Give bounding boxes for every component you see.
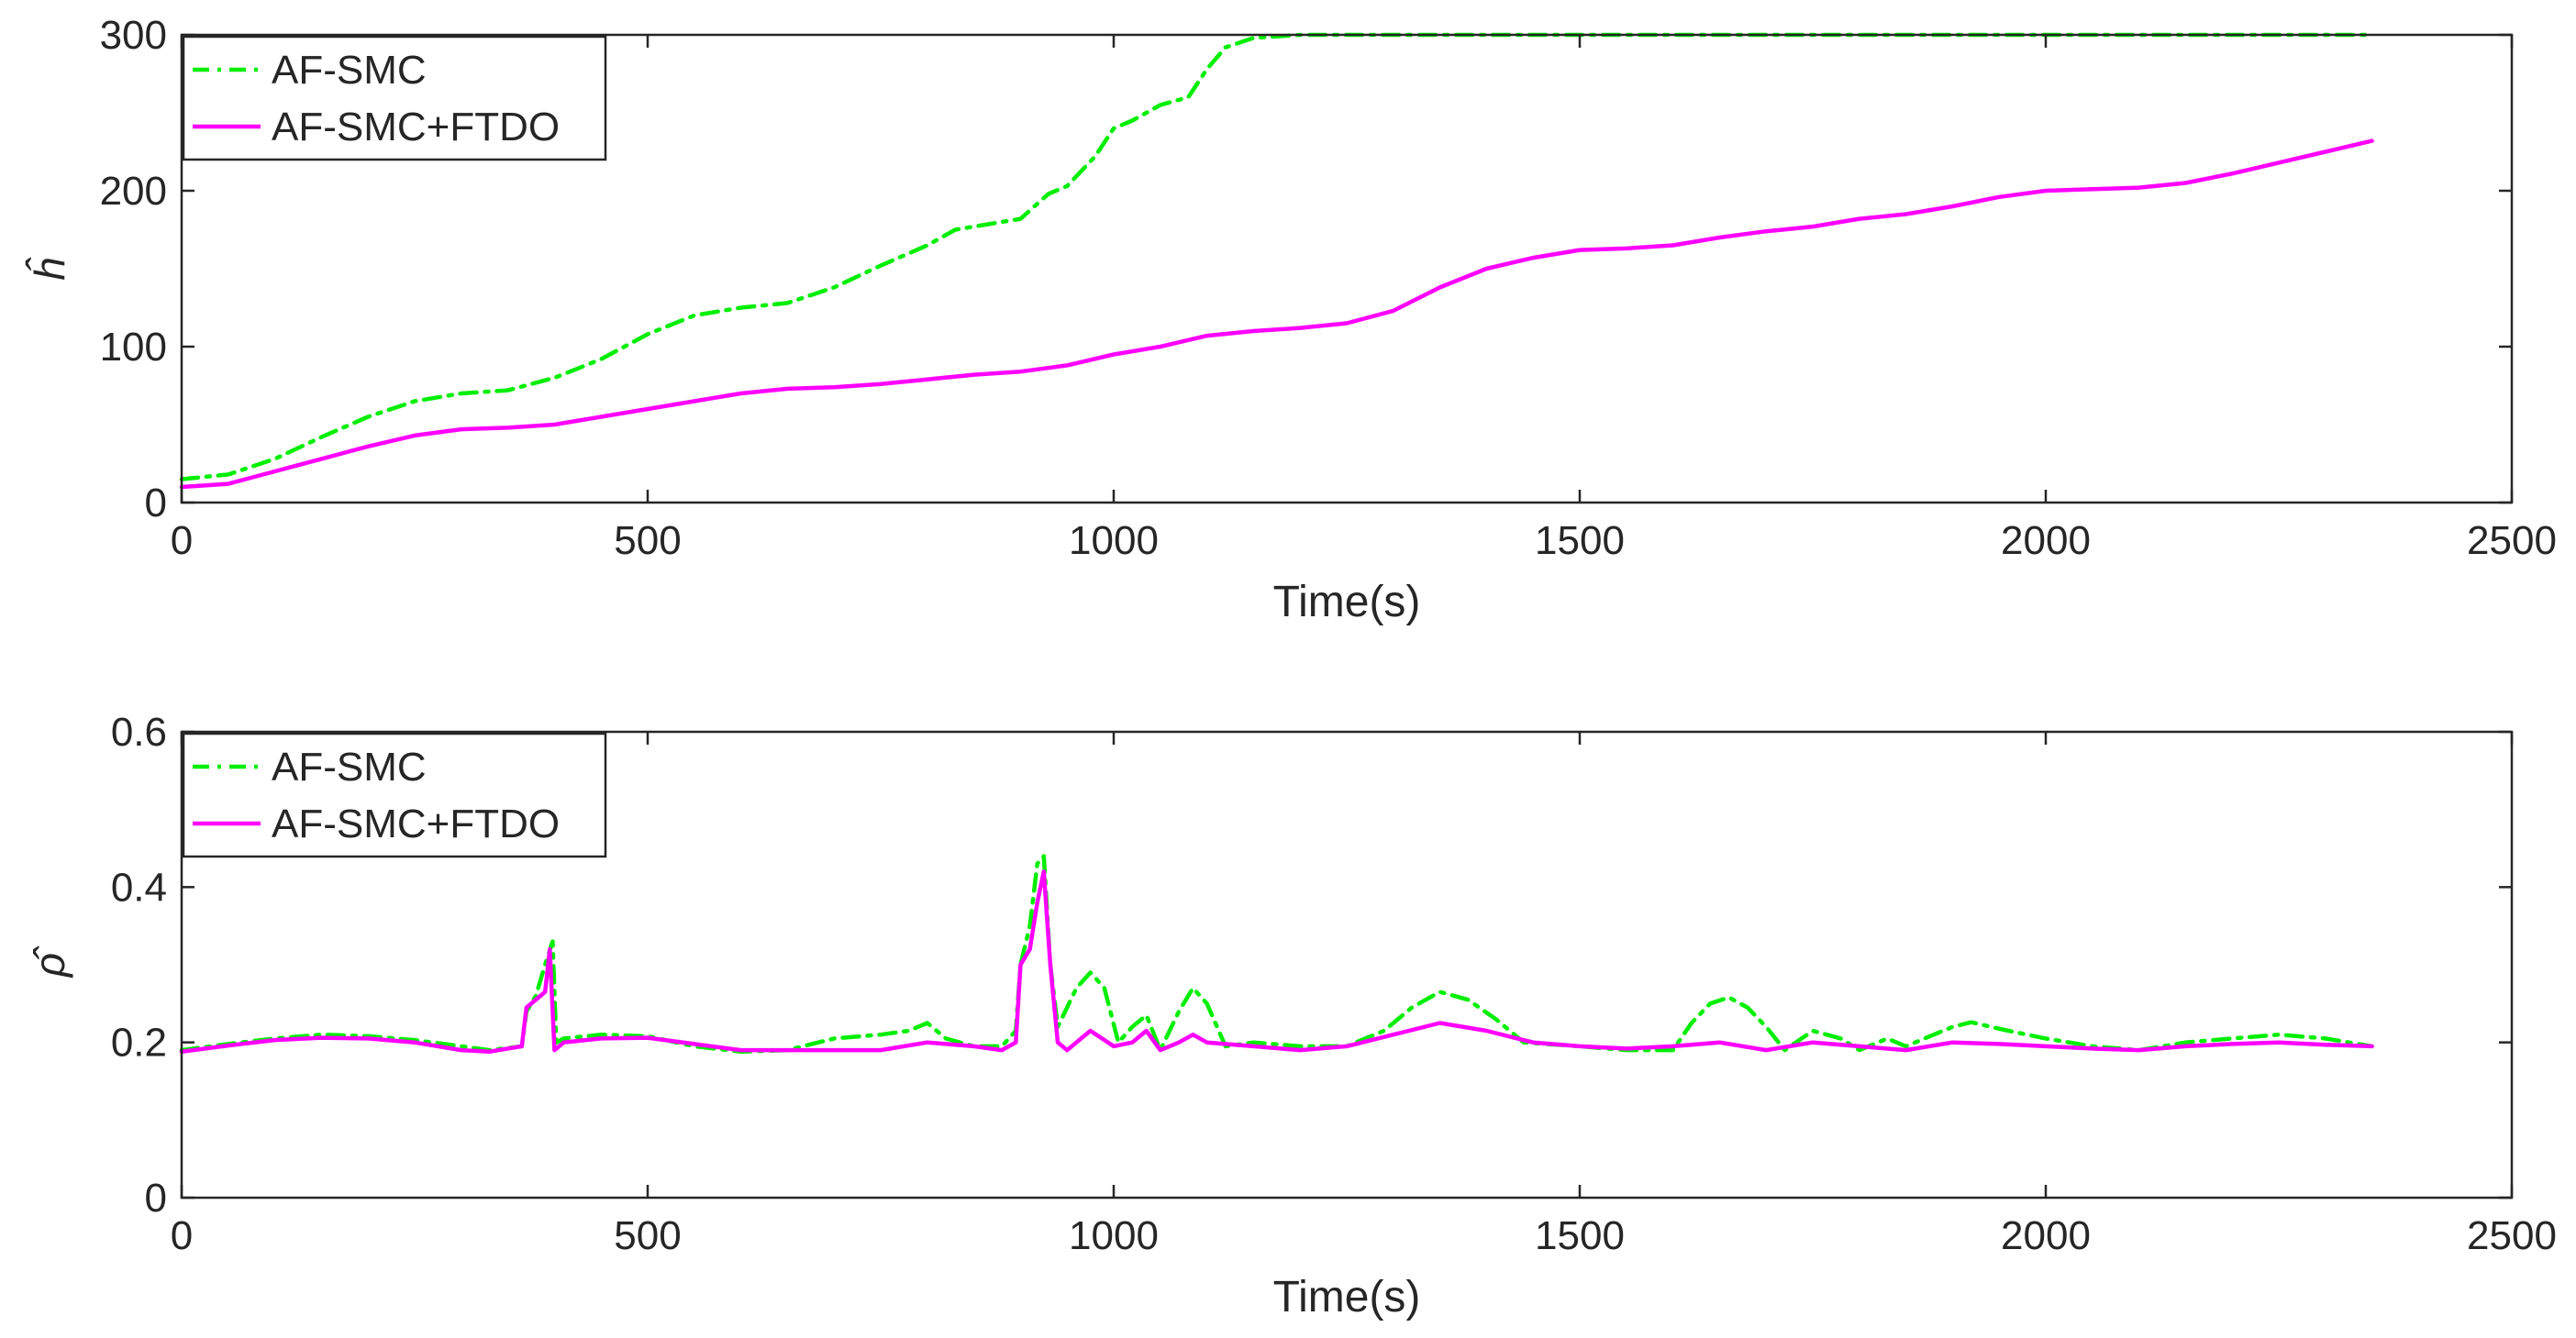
x-tick-label: 500 <box>614 518 681 563</box>
y-tick-label: 0 <box>145 1176 167 1221</box>
x-tick-label: 2000 <box>2001 518 2091 563</box>
x-tick-label: 0 <box>171 518 193 563</box>
legend-label-af-smc: AF-SMC <box>272 48 427 93</box>
x-tick-label: 500 <box>614 1213 681 1258</box>
series-line-af-smc <box>179 32 2374 481</box>
y-tick-label: 0.4 <box>111 865 167 910</box>
x-tick-label: 2500 <box>2467 518 2557 563</box>
axes-box <box>180 33 2514 504</box>
x-tick-label: 2500 <box>2467 1213 2557 1258</box>
legend: AF-SMC AF-SMC+FTDO <box>182 732 607 858</box>
x-tick-label: 1500 <box>1535 1213 1625 1258</box>
series-lines <box>179 854 2374 1055</box>
y-tick-label: 0.2 <box>111 1021 167 1066</box>
y-axis-label: ĥ <box>25 257 73 281</box>
x-tick-label: 1000 <box>1069 518 1159 563</box>
legend: AF-SMC AF-SMC+FTDO <box>182 35 607 161</box>
legend-label-af-smc-ftdo: AF-SMC+FTDO <box>272 105 560 149</box>
series-line-af-smc <box>179 854 2374 1055</box>
chart-panel-h-hat: 0 500 1000 1500 2000 2500 0 100 200 300 ĥ Time(s)… <box>25 13 2557 626</box>
axis-ticks: 0 500 1000 1500 2000 2500 0 100 200 300 <box>100 13 2557 563</box>
series-line-af-smc-ftdo <box>179 138 2374 490</box>
legend-box <box>182 732 607 858</box>
y-tick-label: 100 <box>100 325 167 370</box>
x-tick-label: 1000 <box>1069 1213 1159 1258</box>
axes-box <box>180 730 2514 1200</box>
series-lines <box>179 32 2374 490</box>
x-tick-label: 0 <box>171 1213 193 1258</box>
y-tick-label: 300 <box>100 13 167 58</box>
legend-box <box>182 35 607 161</box>
y-tick-label: 0 <box>145 481 167 525</box>
x-tick-label: 1500 <box>1535 518 1625 563</box>
series-line-af-smc-ftdo <box>179 869 2374 1055</box>
y-tick-label: 200 <box>100 169 167 214</box>
legend-label-af-smc: AF-SMC <box>272 745 427 790</box>
x-axis-label: Time(s) <box>1273 1273 1421 1321</box>
y-tick-label: 0.6 <box>111 710 167 755</box>
x-tick-label: 2000 <box>2001 1213 2091 1258</box>
legend-label-af-smc-ftdo: AF-SMC+FTDO <box>272 802 560 846</box>
axis-ticks: 0 500 1000 1500 2000 2500 0 0.2 0.4 0.6 <box>111 710 2557 1258</box>
x-axis-label: Time(s) <box>1273 578 1421 626</box>
